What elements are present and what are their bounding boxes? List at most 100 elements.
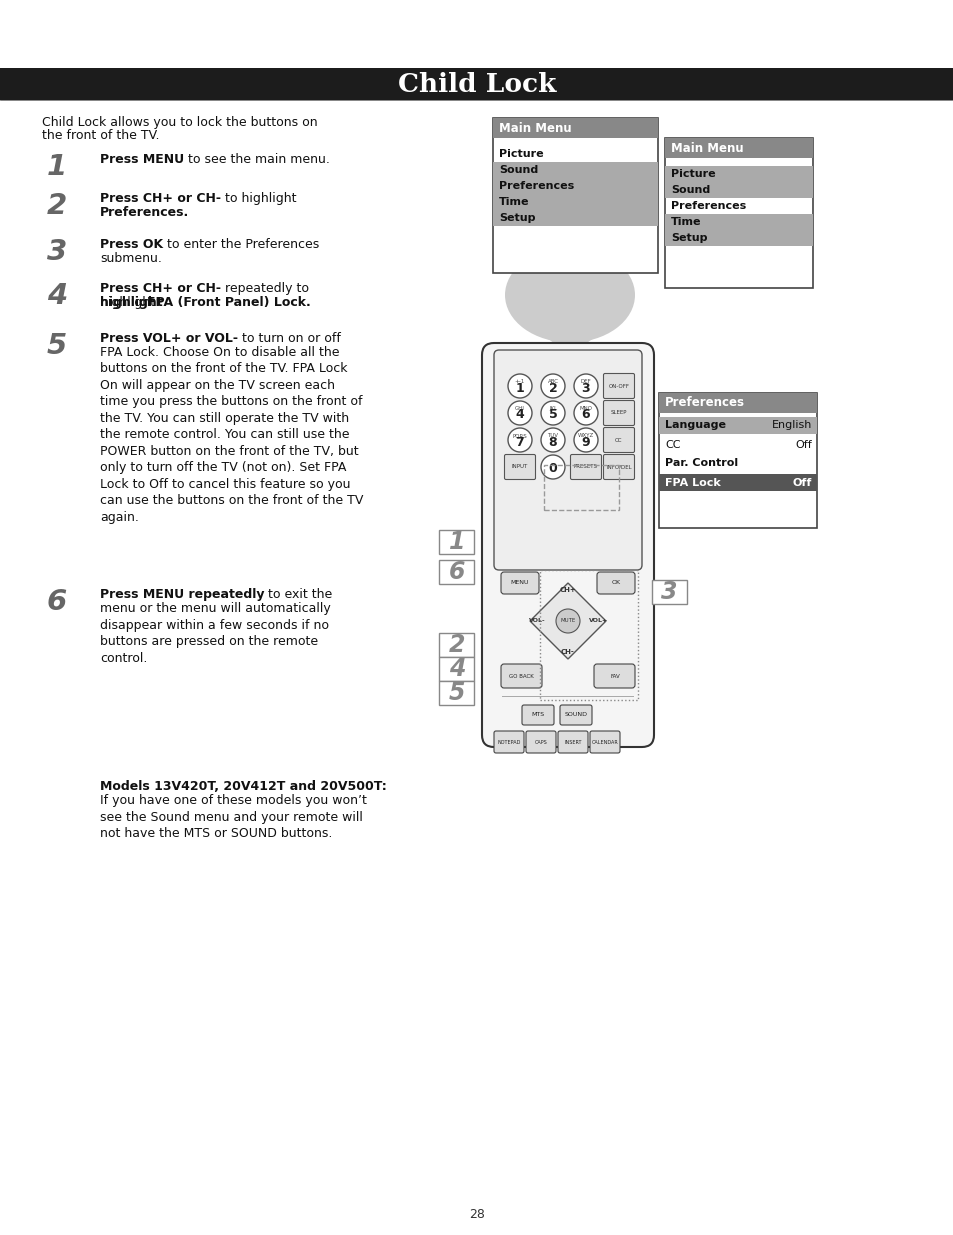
Text: highlight: highlight	[100, 296, 159, 309]
Text: INPUT: INPUT	[512, 464, 528, 469]
Ellipse shape	[504, 247, 635, 342]
Text: GO BACK: GO BACK	[508, 673, 533, 678]
Text: Preferences.: Preferences.	[100, 206, 189, 219]
Text: highlight: highlight	[100, 296, 167, 309]
Circle shape	[556, 609, 579, 634]
FancyBboxPatch shape	[558, 731, 587, 753]
Bar	[664, 214, 812, 230]
Text: Press VOL+ or VOL-: Press VOL+ or VOL-	[100, 332, 237, 345]
Text: INFO/DEL: INFO/DEL	[605, 464, 631, 469]
Text: OK: OK	[611, 580, 619, 585]
FancyBboxPatch shape	[594, 664, 635, 688]
Text: 4: 4	[448, 657, 465, 680]
Bar	[493, 119, 658, 273]
Text: VOL+: VOL+	[589, 619, 608, 624]
Bar	[664, 138, 812, 288]
Text: Sound: Sound	[670, 185, 709, 195]
Text: Child Lock allows you to lock the buttons on: Child Lock allows you to lock the button…	[42, 116, 317, 128]
FancyBboxPatch shape	[525, 731, 556, 753]
Bar	[664, 165, 812, 182]
Text: Press CH+ or CH-: Press CH+ or CH-	[100, 282, 221, 295]
Bar	[438, 657, 474, 680]
Text: 2: 2	[47, 191, 67, 220]
Text: MTS: MTS	[531, 713, 544, 718]
Text: 8: 8	[548, 436, 557, 448]
FancyBboxPatch shape	[481, 343, 654, 747]
Text: 6: 6	[47, 588, 67, 616]
Text: 5: 5	[548, 409, 557, 421]
Circle shape	[540, 454, 564, 479]
FancyBboxPatch shape	[559, 705, 592, 725]
Text: +-1: +-1	[515, 379, 524, 384]
Text: FPA Lock: FPA Lock	[664, 478, 720, 488]
Text: 28: 28	[469, 1209, 484, 1221]
Circle shape	[507, 374, 532, 398]
Text: 3: 3	[581, 382, 590, 394]
Bar	[438, 680, 474, 705]
Text: 3: 3	[47, 238, 67, 266]
Circle shape	[540, 401, 564, 425]
Text: Time: Time	[670, 217, 700, 227]
FancyBboxPatch shape	[603, 400, 634, 426]
Text: Models 13V420T, 20V412T and 20V500T:: Models 13V420T, 20V412T and 20V500T:	[100, 781, 386, 793]
Text: VOL-: VOL-	[528, 619, 545, 624]
Text: FAV: FAV	[610, 673, 619, 678]
FancyBboxPatch shape	[603, 373, 634, 399]
Text: 2: 2	[448, 634, 465, 657]
Text: 1: 1	[448, 530, 465, 555]
Bar	[664, 182, 812, 198]
Text: CAPS: CAPS	[534, 740, 547, 745]
Text: to see the main menu.: to see the main menu.	[184, 153, 330, 165]
Text: the front of the TV.: the front of the TV.	[42, 128, 159, 142]
Text: 9: 9	[581, 436, 590, 448]
FancyBboxPatch shape	[589, 731, 619, 753]
Bar	[493, 162, 658, 178]
FancyBboxPatch shape	[597, 572, 635, 594]
Text: PQRS: PQRS	[512, 433, 527, 438]
Text: PRESETS: PRESETS	[574, 464, 598, 469]
Circle shape	[574, 429, 598, 452]
Text: Preferences: Preferences	[498, 182, 574, 191]
Bar	[659, 417, 816, 433]
Text: MUTE: MUTE	[559, 619, 575, 624]
FancyBboxPatch shape	[494, 731, 523, 753]
Bar	[664, 230, 812, 246]
Text: Preferences: Preferences	[670, 201, 745, 211]
Text: Setup: Setup	[670, 233, 707, 243]
Text: CH+: CH+	[559, 587, 576, 593]
Text: repeatedly to: repeatedly to	[221, 282, 309, 295]
FancyBboxPatch shape	[504, 454, 535, 479]
Text: MENU: MENU	[510, 580, 529, 585]
Text: Picture: Picture	[670, 169, 715, 179]
Text: 6: 6	[581, 409, 590, 421]
Bar	[543, 466, 618, 510]
Text: Off: Off	[792, 478, 811, 488]
Text: 4: 4	[47, 282, 67, 310]
Circle shape	[507, 429, 532, 452]
Text: INSERT: INSERT	[563, 740, 581, 745]
FancyBboxPatch shape	[570, 454, 601, 479]
Bar	[438, 530, 474, 555]
Text: to highlight: to highlight	[221, 191, 296, 205]
Text: Setup: Setup	[498, 212, 535, 224]
FancyBboxPatch shape	[494, 350, 641, 571]
Text: Press MENU: Press MENU	[100, 153, 184, 165]
Text: English: English	[771, 420, 811, 431]
Bar	[493, 119, 658, 138]
Text: GHI: GHI	[515, 406, 524, 411]
Text: Time: Time	[498, 198, 529, 207]
Text: to exit the: to exit the	[264, 588, 333, 601]
Text: to enter the Preferences: to enter the Preferences	[163, 238, 319, 251]
Text: 5: 5	[448, 680, 465, 705]
Polygon shape	[530, 583, 605, 659]
Bar	[493, 194, 658, 210]
Circle shape	[540, 429, 564, 452]
Text: 7: 7	[515, 436, 524, 448]
Bar	[659, 393, 816, 529]
Text: Press CH+ or CH-: Press CH+ or CH-	[100, 191, 221, 205]
Text: menu or the menu will automatically
disappear within a few seconds if no
buttons: menu or the menu will automatically disa…	[100, 601, 331, 664]
Text: DEF: DEF	[580, 379, 591, 384]
Text: CALENDAR: CALENDAR	[591, 740, 618, 745]
Text: If you have one of these models you won’t
see the Sound menu and your remote wil: If you have one of these models you won’…	[100, 794, 367, 840]
Text: JKL: JKL	[548, 406, 557, 411]
